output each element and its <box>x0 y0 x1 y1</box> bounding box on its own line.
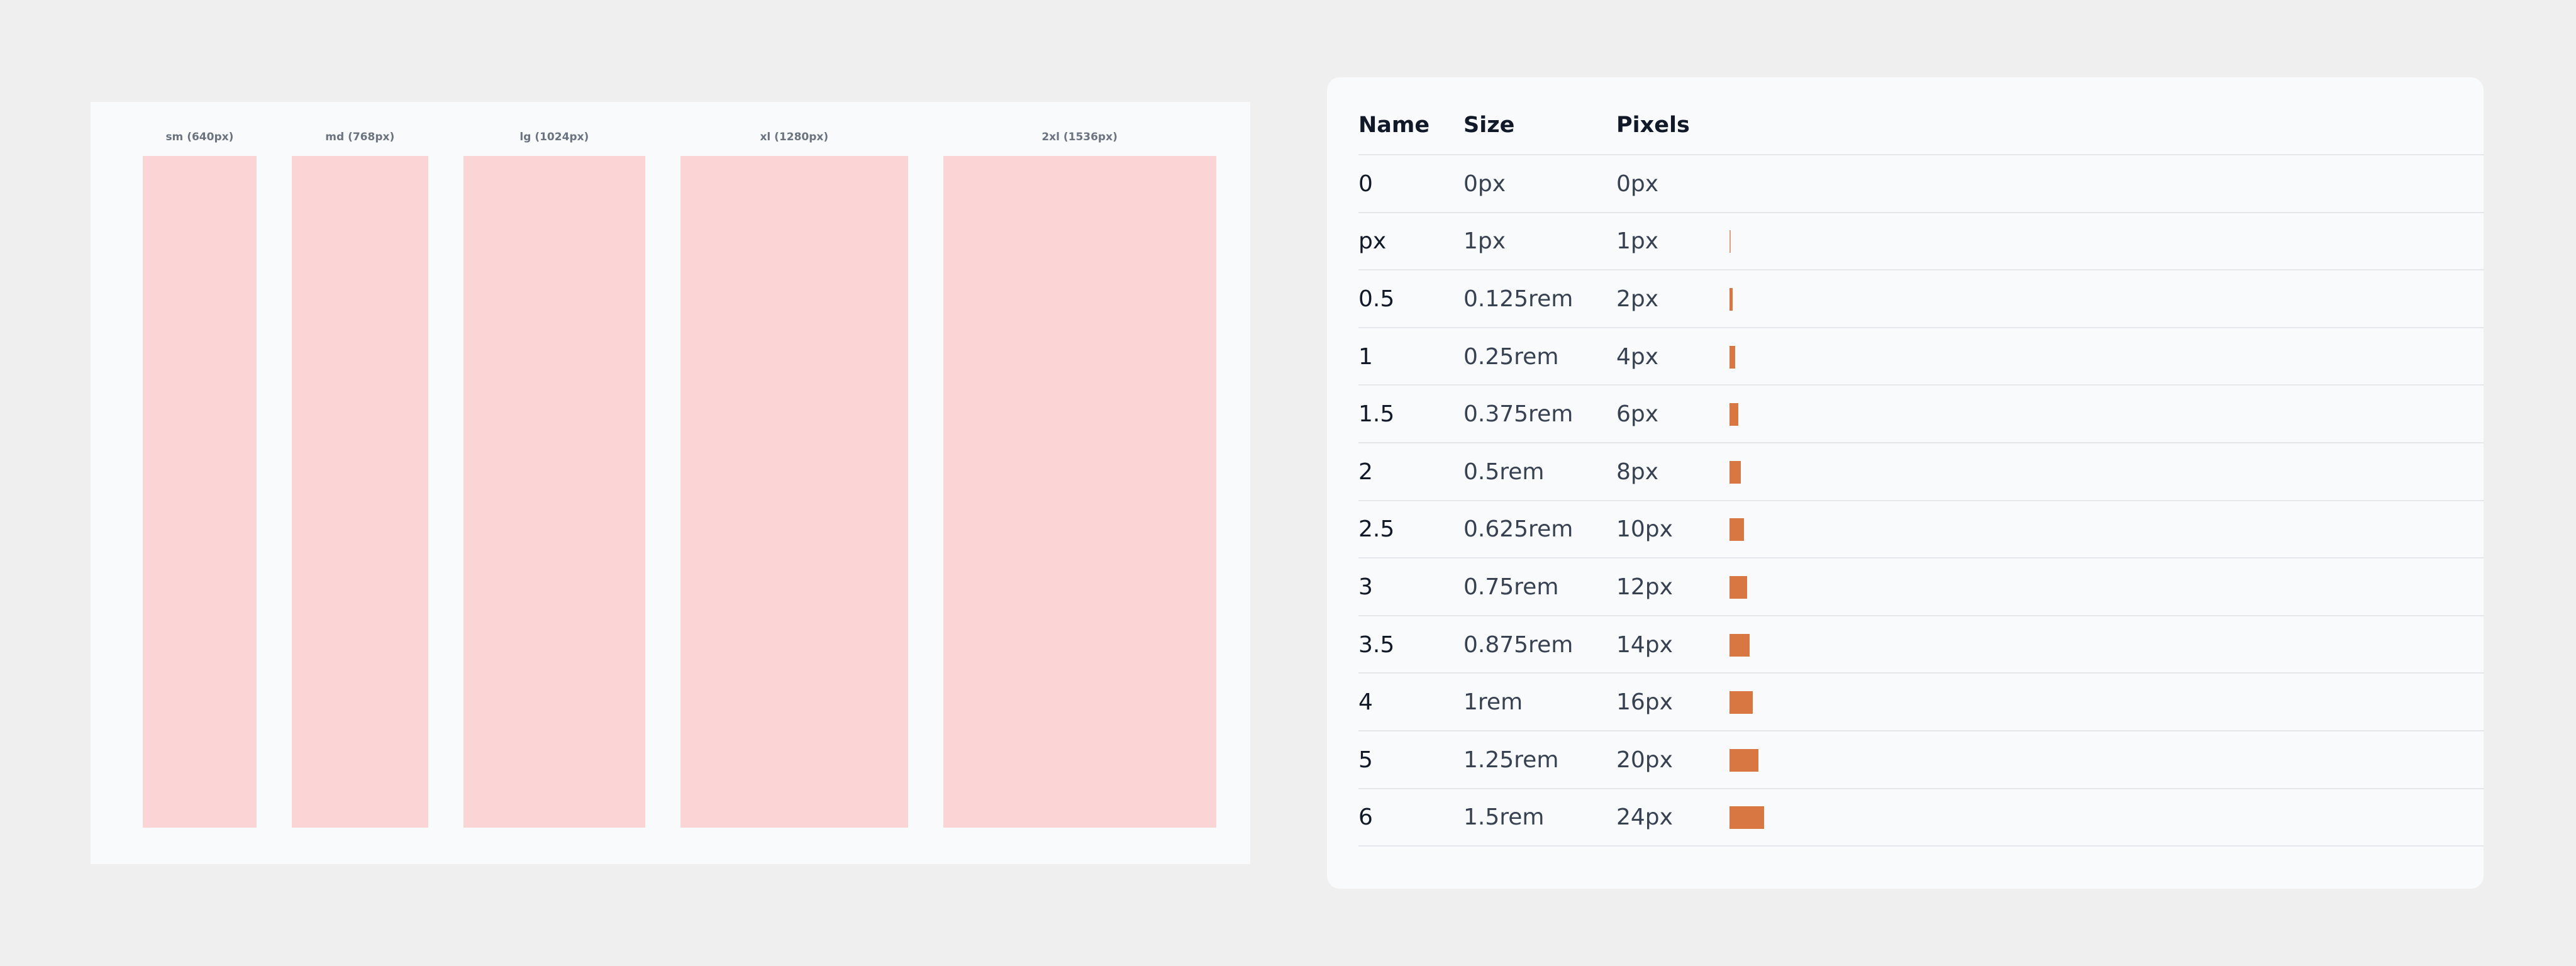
pixels-cell: 4px <box>1616 343 1659 370</box>
row-divider <box>1358 211 2484 213</box>
pixels-cell: 24px <box>1616 804 1673 831</box>
size-cell: 0.875rem <box>1463 631 1574 658</box>
spacing-bar <box>1729 806 1765 830</box>
name-cell: px <box>1358 228 1387 255</box>
size-cell: 0.75rem <box>1463 574 1559 600</box>
column-header: Pixels <box>1616 113 1690 138</box>
row-divider <box>1358 499 2484 501</box>
breakpoint-column <box>680 156 908 828</box>
breakpoint-label: sm (640px) <box>165 131 234 143</box>
spacing-bar <box>1729 403 1738 426</box>
size-cell: 0.25rem <box>1463 343 1559 370</box>
name-cell: 0.5 <box>1358 286 1395 312</box>
spacing-bar <box>1729 230 1731 253</box>
pixels-cell: 6px <box>1616 401 1659 428</box>
name-cell: 3.5 <box>1358 631 1395 658</box>
breakpoint-column <box>943 156 1216 828</box>
spacing-bar <box>1729 748 1758 772</box>
size-cell: 0.375rem <box>1463 401 1574 428</box>
row-divider <box>1358 672 2484 674</box>
size-cell: 0.5rem <box>1463 458 1545 485</box>
name-cell: 1 <box>1358 343 1373 370</box>
row-divider <box>1358 845 2484 847</box>
row-divider <box>1358 269 2484 271</box>
name-cell: 2.5 <box>1358 516 1395 543</box>
breakpoint-label: md (768px) <box>325 131 395 143</box>
size-cell: 1px <box>1463 228 1506 255</box>
row-divider <box>1358 442 2484 443</box>
breakpoint-label: 2xl (1536px) <box>1041 131 1118 143</box>
breakpoint-panel: sm (640px) md (768px) lg (1024px) xl (1280p… <box>91 102 1250 864</box>
size-cell: 1rem <box>1463 689 1523 716</box>
breakpoint-label: lg (1024px) <box>519 131 589 143</box>
name-cell: 2 <box>1358 458 1373 485</box>
row-divider <box>1358 557 2484 559</box>
column-header: Size <box>1463 113 1515 138</box>
name-cell: 0 <box>1358 170 1373 197</box>
pixels-cell: 8px <box>1616 458 1659 485</box>
row-divider <box>1358 787 2484 789</box>
breakpoint-column <box>143 156 257 828</box>
pixels-cell: 2px <box>1616 286 1659 312</box>
header-divider <box>1358 154 2484 155</box>
breakpoint-column <box>291 156 428 828</box>
pixels-cell: 10px <box>1616 516 1673 543</box>
spacing-table: Name Size Pixels 0 0px 0px px 1px 1px 0.5 0.125rem… <box>1327 77 2484 889</box>
pixels-cell: 20px <box>1616 747 1673 773</box>
pixels-cell: 12px <box>1616 574 1673 600</box>
size-cell: 1.25rem <box>1463 747 1559 773</box>
size-cell: 0px <box>1463 170 1506 197</box>
pixels-cell: 14px <box>1616 631 1673 658</box>
breakpoint-label: xl (1280px) <box>760 131 829 143</box>
pixels-cell: 0px <box>1616 170 1659 197</box>
spacing-bar <box>1729 576 1747 599</box>
spacing-bar <box>1729 288 1733 311</box>
pixels-cell: 1px <box>1616 228 1659 255</box>
name-cell: 1.5 <box>1358 401 1395 428</box>
size-cell: 0.625rem <box>1463 516 1574 543</box>
column-header: Name <box>1358 113 1430 138</box>
name-cell: 3 <box>1358 574 1373 600</box>
row-divider <box>1358 614 2484 616</box>
name-cell: 4 <box>1358 689 1373 716</box>
size-cell: 1.5rem <box>1463 804 1545 831</box>
breakpoint-column <box>463 156 646 828</box>
name-cell: 6 <box>1358 804 1373 831</box>
spacing-bar <box>1729 460 1741 484</box>
spacing-bar <box>1729 345 1736 369</box>
spacing-bar <box>1729 633 1750 657</box>
name-cell: 5 <box>1358 747 1373 773</box>
spacing-bar <box>1729 518 1744 541</box>
row-divider <box>1358 730 2484 731</box>
pixels-cell: 16px <box>1616 689 1673 716</box>
size-cell: 0.125rem <box>1463 286 1574 312</box>
spacing-bar <box>1729 691 1753 714</box>
row-divider <box>1358 326 2484 328</box>
row-divider <box>1358 384 2484 386</box>
